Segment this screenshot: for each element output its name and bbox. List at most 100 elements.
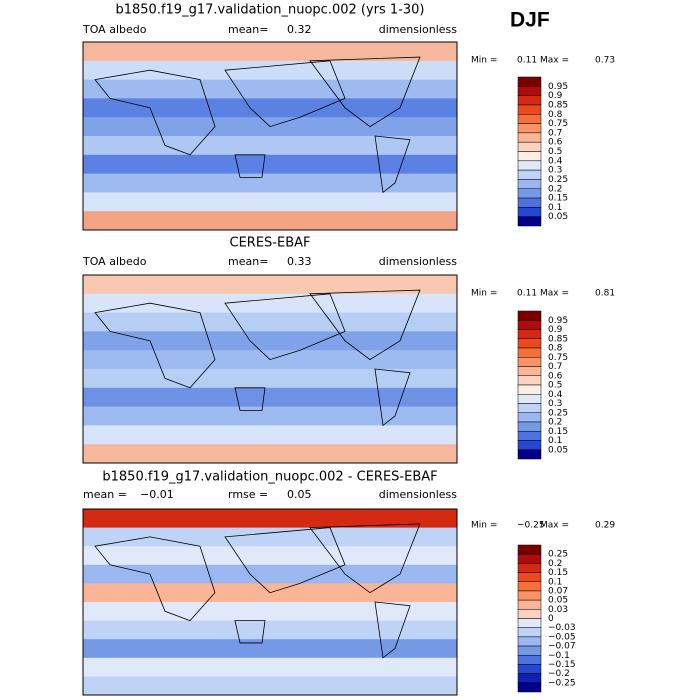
- map-band: [83, 387, 457, 408]
- colorbar-box: [517, 76, 542, 87]
- map-band: [83, 657, 457, 677]
- max-value: 0.73: [595, 56, 615, 66]
- min-value: 0.11: [517, 289, 537, 299]
- colorbar-box: [517, 169, 542, 180]
- stat-value: 0.32: [287, 23, 312, 36]
- min-label: Min =: [471, 521, 497, 531]
- colorbar-label: 0.3: [548, 399, 562, 409]
- colorbar-box: [517, 449, 542, 460]
- colorbar-box: [517, 86, 542, 96]
- colorbar-box: [517, 132, 542, 143]
- coastline: [94, 302, 216, 389]
- colorbar-label: 0.1: [548, 203, 562, 213]
- stat-label: mean=: [228, 23, 268, 36]
- colorbar-label: −0.05: [548, 632, 576, 642]
- colorbar-label: 0.4: [548, 156, 563, 166]
- colorbar-box: [517, 590, 542, 601]
- colorbar-box: [517, 412, 542, 423]
- map-band: [83, 275, 457, 295]
- colorbar-label: 0.15: [548, 568, 568, 578]
- max-label: Max =: [540, 521, 569, 531]
- max-label: Max =: [540, 289, 569, 299]
- colorbar-label: 0.85: [548, 100, 568, 110]
- colorbar-label: 0.2: [548, 559, 562, 569]
- colorbar-label: 0.25: [548, 408, 568, 418]
- map-band: [83, 312, 457, 332]
- season-label: DJF: [510, 9, 550, 32]
- coastline: [374, 368, 411, 427]
- colorbar-label: 0.07: [548, 586, 568, 596]
- left-label: mean =: [83, 488, 127, 501]
- coastline: [224, 293, 346, 361]
- colorbar-label: 0.05: [548, 596, 568, 606]
- colorbar-label: 0.1: [548, 436, 562, 446]
- colorbar-box: [517, 329, 542, 339]
- coastline: [94, 69, 216, 156]
- coastline: [309, 56, 421, 128]
- map-band: [83, 676, 457, 696]
- units: dimensionless: [379, 255, 458, 268]
- colorbar-box: [517, 645, 542, 656]
- stat-value: 0.33: [287, 255, 312, 268]
- colorbar-box: [517, 123, 542, 134]
- panel-title: CERES-EBAF: [230, 236, 311, 251]
- map-band: [83, 620, 457, 640]
- colorbar-label: 0.95: [548, 82, 568, 92]
- colorbar-box: [517, 431, 542, 441]
- colorbar-label: 0.4: [548, 390, 563, 400]
- map-band: [83, 42, 457, 62]
- colorbar-box: [517, 338, 542, 349]
- colorbar-box: [517, 618, 542, 628]
- map-band: [83, 154, 457, 175]
- stat-label: mean=: [228, 255, 268, 268]
- map-band: [83, 79, 457, 99]
- panel-title: b1850.f19_g17.validation_nuopc.002 (yrs …: [115, 3, 424, 18]
- coastline: [234, 620, 266, 644]
- map-band: [83, 639, 457, 659]
- max-label: Max =: [540, 56, 569, 66]
- map-band: [83, 293, 457, 314]
- min-label: Min =: [471, 289, 497, 299]
- map-band: [83, 564, 457, 584]
- colorbar-label: 0.2: [548, 184, 562, 194]
- colorbar-label: 0.6: [548, 138, 563, 148]
- colorbar-label: 0.3: [548, 166, 562, 176]
- coastline: [309, 523, 421, 594]
- colorbar-box: [517, 581, 542, 592]
- left-label: TOA albedo: [82, 255, 147, 268]
- colorbar-label: 0.8: [548, 110, 563, 120]
- colorbar-box: [517, 197, 542, 208]
- colorbar-box: [517, 627, 542, 638]
- colorbar-box: [517, 347, 542, 358]
- map-band: [83, 60, 457, 81]
- left-label: TOA albedo: [82, 23, 147, 36]
- colorbar-label: 0.05: [548, 445, 568, 455]
- map-band: [83, 192, 457, 212]
- map-band: [83, 98, 457, 118]
- colorbar-box: [517, 179, 542, 189]
- colorbar-label: 0.1: [548, 577, 562, 587]
- colorbar-label: 0.8: [548, 344, 563, 354]
- colorbar-box: [517, 95, 542, 106]
- stat-value: 0.05: [287, 488, 312, 501]
- colorbar-box: [517, 375, 542, 386]
- map-band: [83, 425, 457, 445]
- map-frame: [82, 508, 458, 696]
- map-band: [83, 173, 457, 193]
- map-band: [83, 527, 457, 547]
- coastline: [309, 289, 421, 361]
- colorbar-label: 0.5: [548, 381, 562, 391]
- min-label: Min =: [471, 56, 497, 66]
- colorbar-box: [517, 188, 542, 199]
- colorbar-label: −0.15: [548, 660, 576, 670]
- colorbar-box: [517, 572, 542, 582]
- colorbar-label: −0.07: [548, 642, 576, 652]
- colorbar-box: [517, 141, 542, 152]
- colorbar-box: [517, 421, 542, 432]
- map-band: [83, 546, 457, 566]
- colorbar-box: [517, 114, 542, 124]
- colorbar-box: [517, 682, 542, 693]
- colorbar-box: [517, 310, 542, 321]
- colorbar-box: [517, 563, 542, 573]
